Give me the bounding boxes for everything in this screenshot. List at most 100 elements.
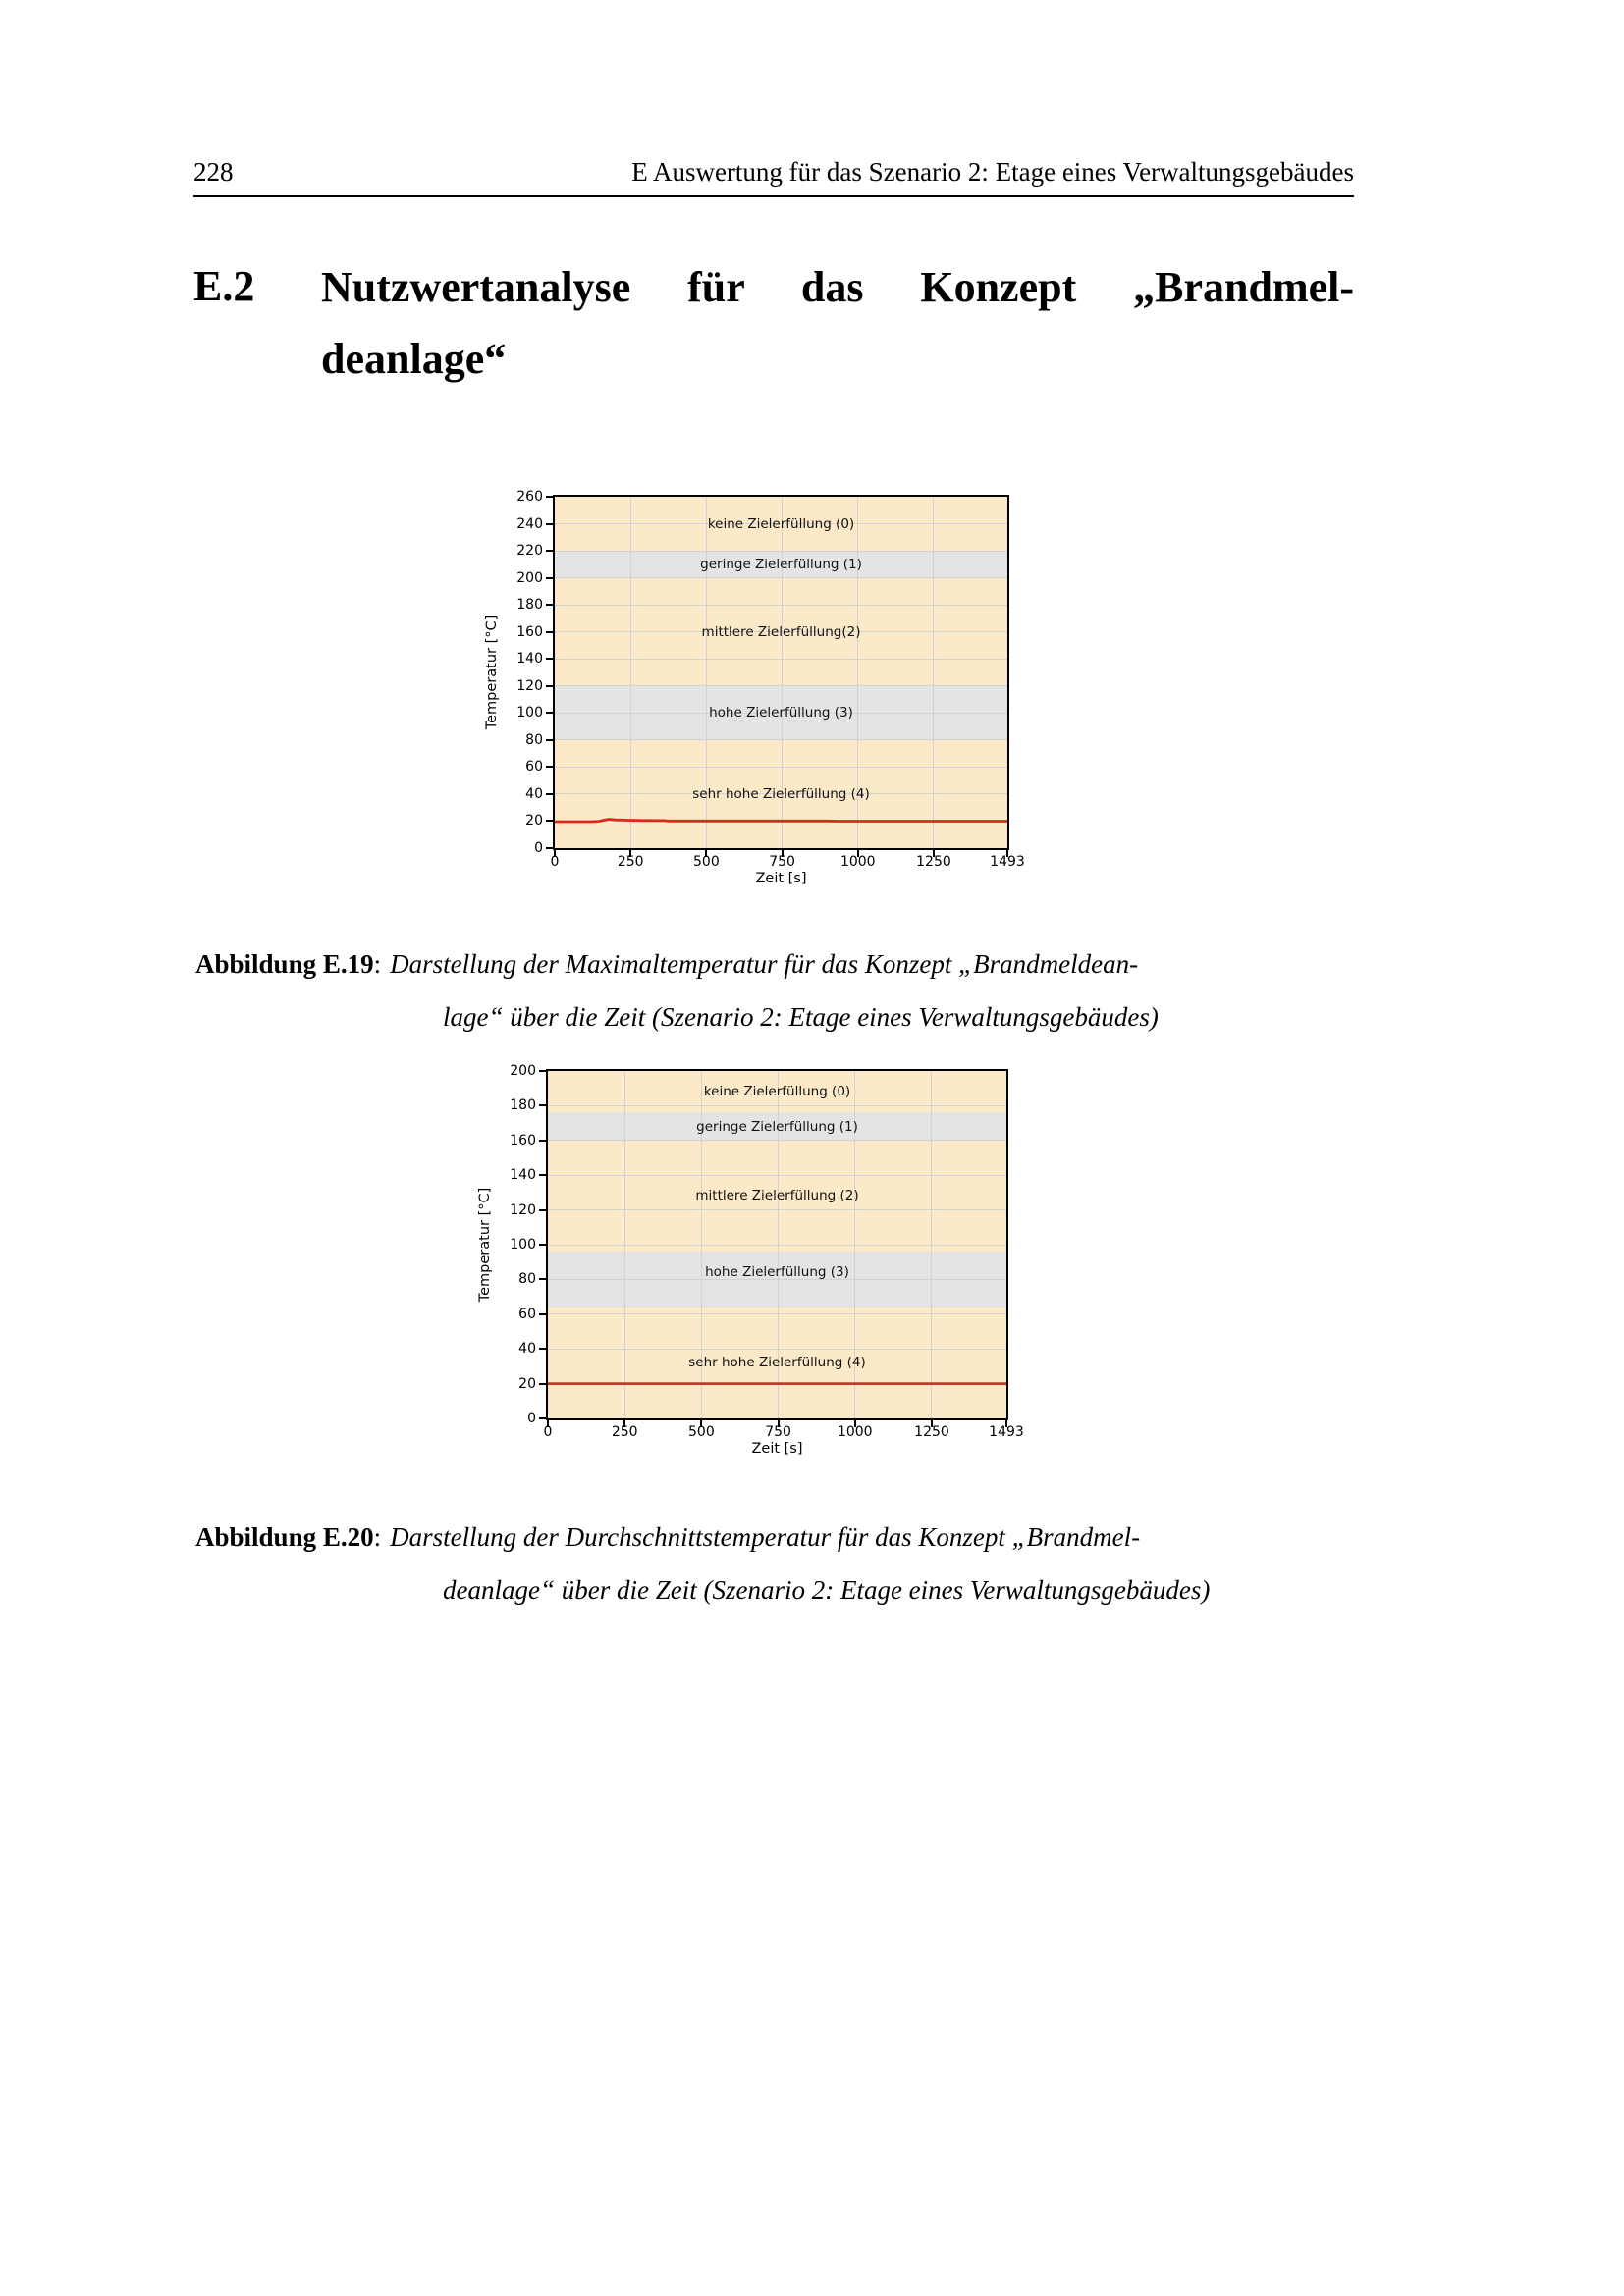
y-tick-mark [539, 1139, 548, 1142]
zone-label: keine Zielerfüllung (0) [703, 1084, 851, 1100]
zone-label: keine Zielerfüllung (0) [707, 515, 855, 532]
x-tick-mark [853, 1418, 856, 1427]
figure-caption-e19-line2: lage“ über die Zeit (Szenario 2: Etage e… [443, 1002, 1159, 1032]
chart-durchschnittstemperatur: Temperatur [°C] Zeit [s] keine Zielerfül… [477, 1063, 1024, 1457]
h-gridline [548, 1278, 1006, 1280]
h-gridline [555, 739, 1007, 741]
y-tick-label: 180 [510, 1097, 536, 1114]
zone-label: hohe Zielerfüllung (3) [709, 705, 853, 721]
h-gridline [548, 1104, 1006, 1106]
h-gridline [555, 766, 1007, 768]
x-tick-label: 500 [688, 1424, 715, 1440]
x-tick-mark [547, 1418, 549, 1427]
h-gridline [548, 1209, 1006, 1211]
y-tick-label: 100 [510, 1237, 536, 1253]
h-gridline [555, 523, 1007, 525]
y-tick-label: 220 [516, 543, 543, 560]
v-gridline [857, 497, 859, 848]
v-gridline [933, 497, 935, 848]
x-tick-label: 1493 [990, 854, 1025, 870]
x-axis-label: Zeit [s] [755, 871, 807, 886]
y-tick-mark [546, 576, 555, 579]
chart-maximaltemperatur: Temperatur [°C] Zeit [s] keine Zielerfül… [484, 489, 1025, 886]
v-gridline [629, 497, 631, 848]
x-tick-mark [777, 1418, 780, 1427]
x-tick-mark [623, 1418, 626, 1427]
h-gridline [555, 631, 1007, 633]
y-tick-label: 160 [510, 1132, 536, 1148]
y-tick-mark [546, 684, 555, 687]
y-tick-mark [539, 1104, 548, 1107]
caption-text: Darstellung der Maximaltemperatur für da… [390, 949, 1139, 979]
x-tick-mark [554, 848, 556, 857]
x-tick-mark [930, 1418, 933, 1427]
y-tick-mark [539, 1417, 548, 1419]
x-tick-mark [700, 1418, 703, 1427]
caption-text: Darstellung der Durchschnittstemperatur … [390, 1522, 1141, 1552]
v-gridline [931, 1071, 933, 1418]
x-tick-label: 250 [617, 854, 644, 870]
y-tick-label: 140 [510, 1167, 536, 1184]
x-tick-label: 0 [543, 1424, 553, 1440]
y-tick-label: 40 [525, 785, 543, 802]
y-tick-label: 200 [510, 1063, 536, 1079]
zone-label: geringe Zielerfüllung (1) [696, 1118, 858, 1135]
x-tick-label: 500 [693, 854, 720, 870]
running-header: E Auswertung für das Szenario 2: Etage e… [631, 157, 1354, 187]
y-tick-label: 80 [518, 1271, 536, 1288]
y-tick-mark [546, 820, 555, 823]
y-tick-mark [546, 792, 555, 795]
y-tick-label: 0 [534, 840, 543, 856]
v-gridline [705, 497, 707, 848]
v-gridline [778, 1071, 780, 1418]
section-number: E.2 [193, 262, 255, 310]
y-tick-label: 0 [527, 1411, 536, 1426]
x-tick-mark [705, 848, 708, 857]
h-gridline [548, 1313, 1006, 1315]
x-tick-label: 1000 [839, 854, 876, 870]
y-tick-mark [539, 1208, 548, 1211]
y-tick-label: 60 [518, 1306, 536, 1322]
caption-label: Abbildung E.20 [195, 1522, 374, 1552]
y-tick-mark [546, 496, 555, 498]
temperature-line [555, 818, 1007, 824]
x-tick-mark [781, 848, 784, 857]
y-tick-mark [539, 1244, 548, 1246]
y-tick-mark [539, 1070, 548, 1072]
section-title-line1: Nutzwertanalyse für das Konzept „Brandme… [321, 263, 1354, 311]
x-tick-label: 250 [611, 1424, 638, 1440]
temperature-line [548, 1382, 1006, 1386]
x-tick-label: 1250 [914, 1424, 949, 1440]
figure-caption-e19-line1: Abbildung E.19: Darstellung der Maximalte… [195, 949, 1139, 979]
y-tick-label: 60 [525, 759, 543, 775]
zone-label: sehr hohe Zielerfüllung (4) [688, 1355, 866, 1371]
figure-caption-e20-line1: Abbildung E.20: Darstellung der Durchschn… [195, 1522, 1141, 1552]
y-tick-mark [539, 1348, 548, 1351]
x-tick-mark [1005, 1418, 1007, 1427]
v-gridline [700, 1071, 702, 1418]
x-tick-mark [1006, 848, 1008, 857]
header-rule [193, 195, 1354, 197]
h-gridline [555, 793, 1007, 795]
x-tick-label: 1250 [916, 854, 951, 870]
x-tick-mark [856, 848, 859, 857]
y-tick-label: 80 [525, 731, 543, 748]
zone-label: geringe Zielerfüllung (1) [700, 556, 862, 572]
y-tick-mark [546, 766, 555, 769]
y-tick-mark [546, 658, 555, 661]
h-gridline [555, 550, 1007, 552]
y-tick-mark [546, 712, 555, 715]
caption-label: Abbildung E.19 [195, 949, 374, 979]
v-gridline [623, 1071, 625, 1418]
zone-label: mittlere Zielerfüllung(2) [701, 623, 861, 640]
x-tick-mark [932, 848, 935, 857]
y-tick-label: 160 [516, 623, 543, 640]
h-gridline [555, 577, 1007, 579]
y-tick-mark [546, 522, 555, 525]
figure-caption-e20-line2: deanlage“ über die Zeit (Szenario 2: Eta… [443, 1575, 1211, 1605]
x-tick-mark [629, 848, 632, 857]
h-gridline [548, 1244, 1006, 1246]
y-tick-mark [546, 550, 555, 553]
v-gridline [782, 497, 784, 848]
zone-label: hohe Zielerfüllung (3) [705, 1264, 849, 1281]
